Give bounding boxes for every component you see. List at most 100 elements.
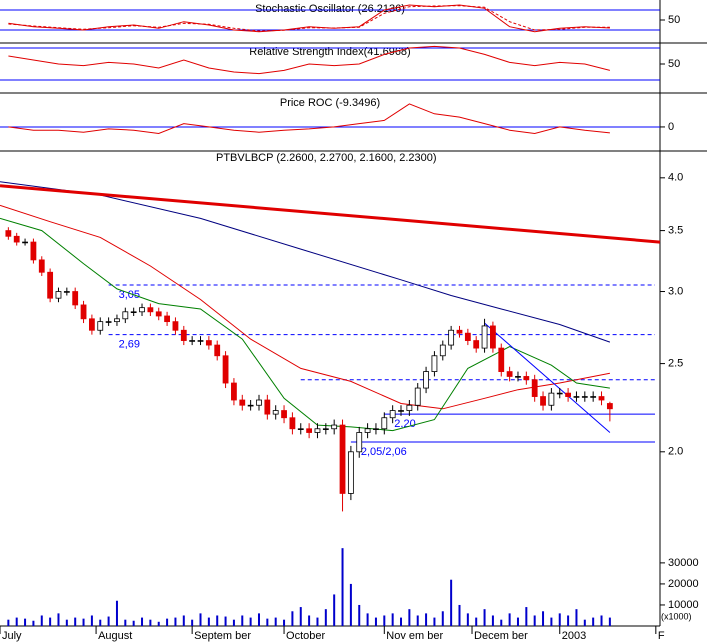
volume-bar xyxy=(408,609,411,626)
volume-bar xyxy=(32,620,35,626)
volume-bar xyxy=(157,621,160,626)
volume-bar xyxy=(600,615,603,626)
indicator-line xyxy=(8,4,610,33)
volume-bar xyxy=(425,613,428,626)
volume-bar xyxy=(433,617,436,626)
candle-body xyxy=(448,329,455,346)
candle-body xyxy=(556,392,563,395)
volume-bar xyxy=(82,618,85,626)
y-tick-label: 30000 xyxy=(668,557,699,569)
volume-bar xyxy=(149,619,152,626)
candle-body xyxy=(297,428,304,430)
candle-body xyxy=(172,321,179,331)
volume-bar xyxy=(349,583,352,626)
volume-bar xyxy=(191,619,194,626)
indicator-line xyxy=(8,5,610,32)
candle-body xyxy=(272,410,279,415)
x-tick-label: Septem ber xyxy=(194,630,251,642)
volume-bar xyxy=(40,615,43,626)
candle-body xyxy=(364,428,371,433)
y-tick-label: 50 xyxy=(668,58,680,70)
volume-bar xyxy=(207,617,210,626)
candle-body xyxy=(247,404,254,407)
candle-body xyxy=(347,451,354,494)
volume-bar xyxy=(224,616,227,626)
volume-bar xyxy=(366,613,369,626)
volume-bar xyxy=(15,617,18,626)
x-tick-label: Decem ber xyxy=(474,630,528,642)
volume-bar xyxy=(182,615,185,626)
y-tick-label: 2.0 xyxy=(668,446,683,458)
candle-body xyxy=(314,428,321,433)
volume-bar xyxy=(299,607,302,626)
overlay-line xyxy=(0,204,610,410)
volume-bar xyxy=(575,609,578,626)
candle-body xyxy=(55,291,62,299)
candle-body xyxy=(80,304,87,320)
volume-bar xyxy=(416,615,419,626)
y-tick-label: 20000 xyxy=(668,578,699,590)
candle-body xyxy=(264,399,271,415)
candle-body xyxy=(531,379,538,397)
volume-bar xyxy=(232,619,235,626)
volume-bar xyxy=(441,611,444,626)
overlay-line xyxy=(0,181,611,343)
volume-bar xyxy=(508,613,511,626)
volume-bar xyxy=(567,615,570,626)
candle-body xyxy=(5,230,12,237)
candle-body xyxy=(88,318,95,331)
volume-bar xyxy=(466,613,469,626)
overlay-line xyxy=(0,184,661,244)
panel-title: Relative Strength Index(41.6968) xyxy=(249,46,410,58)
volume-bar xyxy=(241,615,244,626)
level-label: 3,05 xyxy=(119,289,140,301)
candle-body xyxy=(398,410,404,412)
candle-body xyxy=(306,428,313,433)
candle-body xyxy=(565,392,572,397)
volume-bar xyxy=(358,604,361,626)
level-label: 2,20 xyxy=(394,418,415,430)
volume-bar xyxy=(166,618,169,626)
candle-body xyxy=(214,344,221,357)
volume-bar xyxy=(308,615,311,626)
volume-bar xyxy=(400,617,403,626)
candle-body xyxy=(47,271,54,299)
candle-body xyxy=(406,404,413,411)
volume-bar xyxy=(65,619,68,626)
volume-bar xyxy=(132,620,135,626)
y-tick-label: 10000 xyxy=(668,599,699,611)
candle-body xyxy=(590,396,597,398)
candle-body xyxy=(189,340,196,342)
y-tick-label: 3.5 xyxy=(668,225,683,237)
candle-body xyxy=(573,396,580,398)
candle-body xyxy=(72,291,79,306)
volume-bar xyxy=(316,617,319,626)
volume-bar xyxy=(383,615,386,626)
volume-bar xyxy=(7,619,10,626)
candle-body xyxy=(38,259,45,273)
candle-body xyxy=(481,325,488,349)
candle-body xyxy=(389,410,396,419)
candle-body xyxy=(506,371,513,377)
candle-body xyxy=(490,325,496,349)
volume-bar xyxy=(266,618,269,626)
volume-bar xyxy=(57,613,60,626)
candle-body xyxy=(373,428,379,430)
volume-bar xyxy=(458,604,461,626)
candle-body xyxy=(281,410,287,419)
volume-bar xyxy=(608,617,611,626)
volume-bar xyxy=(257,613,260,626)
x-tick-label: 2003 xyxy=(562,630,586,642)
level-label: 2,69 xyxy=(119,339,140,351)
candle-body xyxy=(231,382,237,401)
candle-body xyxy=(498,347,505,372)
volume-bar xyxy=(199,613,202,626)
level-label: 2,05/2,06 xyxy=(361,446,407,458)
candle-body xyxy=(147,307,154,313)
candle-body xyxy=(197,340,204,342)
candle-body xyxy=(114,318,120,323)
candle-body xyxy=(581,396,588,398)
volume-bar xyxy=(583,619,586,626)
volume-bar xyxy=(450,579,453,626)
